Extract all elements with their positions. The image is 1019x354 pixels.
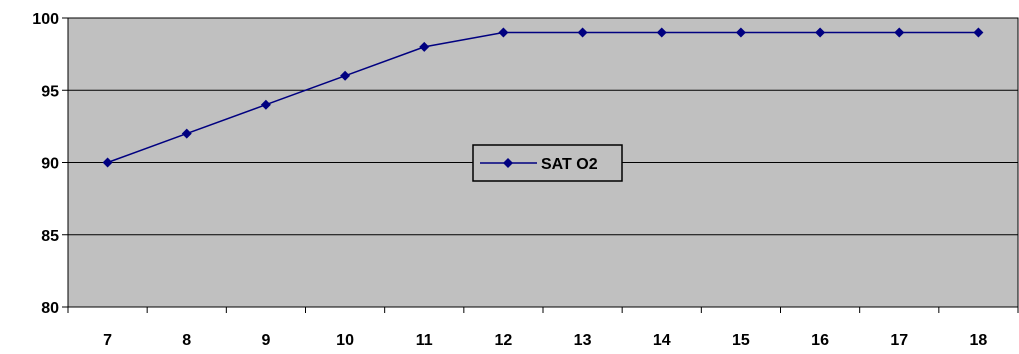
legend-diamond-icon: [503, 158, 513, 168]
x-tick-label-10: 10: [336, 332, 354, 349]
y-tick-label-85: 85: [41, 228, 59, 245]
series-line-0: [107, 31, 979, 164]
series-layer: [102, 27, 984, 168]
data-point-8: [181, 128, 192, 139]
y-tick-label-80: 80: [41, 300, 59, 317]
data-point-7: [102, 157, 113, 168]
x-tick-label-8: 8: [182, 332, 191, 349]
gridlines: [62, 17, 1018, 308]
data-point-12: [498, 27, 509, 38]
x-tick-label-14: 14: [653, 332, 671, 349]
x-tick-label-11: 11: [416, 332, 433, 349]
x-tick-label-7: 7: [103, 332, 112, 349]
data-point-9: [260, 99, 271, 110]
y-tick-label-95: 95: [41, 83, 59, 100]
legend: SAT O2: [472, 144, 623, 182]
x-tick-label-17: 17: [890, 332, 908, 349]
y-tick-label-100: 100: [32, 11, 59, 28]
data-point-15: [735, 27, 746, 38]
x-tick-labels: 7 8 9 10 11 12 13 14 15 16 17 18: [103, 332, 987, 349]
data-point-17: [894, 27, 905, 38]
data-point-10: [340, 70, 351, 81]
x-tick-label-9: 9: [261, 332, 270, 349]
data-point-13: [577, 27, 588, 38]
x-tick-label-18: 18: [970, 332, 988, 349]
y-tick-label-90: 90: [41, 156, 59, 173]
x-tick-label-12: 12: [495, 332, 513, 349]
axes: [67, 18, 1019, 313]
x-tick-label-16: 16: [811, 332, 829, 349]
x-tick-label-13: 13: [574, 332, 592, 349]
data-point-18: [973, 27, 984, 38]
data-point-16: [815, 27, 826, 38]
data-point-11: [419, 41, 430, 52]
legend-label: SAT O2: [541, 156, 598, 173]
x-tick-label-15: 15: [732, 332, 750, 349]
data-point-14: [656, 27, 667, 38]
y-tick-labels: 80 85 90 95 100: [32, 11, 59, 317]
